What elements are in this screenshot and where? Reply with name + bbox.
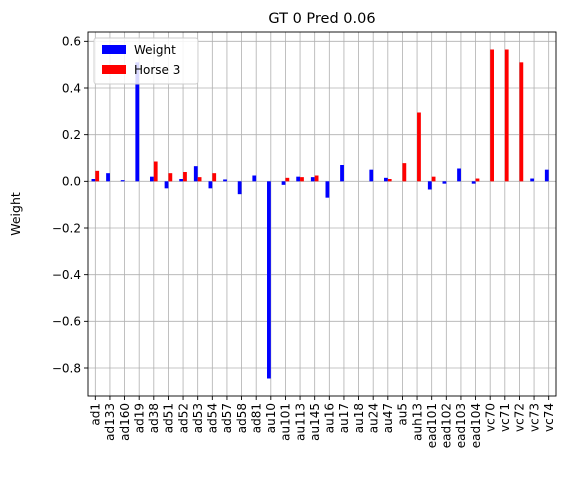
x-tick-label-au47: au47	[381, 403, 395, 433]
axes	[87, 31, 557, 397]
x-tick-label-vc72: vc72	[513, 403, 527, 432]
bar-weight-ad51	[164, 181, 169, 189]
legend: Weight Horse 3	[93, 37, 199, 85]
bar-weight-vc73	[530, 178, 535, 182]
x-tick-label-au18: au18	[352, 403, 366, 433]
bar-weight-ead104	[471, 181, 476, 184]
bar-horse-ad51	[168, 173, 173, 182]
bar-weight-au10	[267, 181, 271, 379]
bar-weight-ead102	[442, 181, 447, 184]
bar-weight-au145	[310, 177, 315, 182]
x-tick-label-ead103: ead103	[454, 403, 468, 448]
x-tick-label-au101: au101	[279, 403, 293, 441]
bar-horse-vc70	[490, 49, 494, 182]
chart-title: GT 0 Pred 0.06	[268, 11, 375, 27]
y-axis-label: Weight	[8, 192, 23, 236]
x-tick-label-vc71: vc71	[498, 403, 512, 432]
x-tick-label-ead104: ead104	[469, 403, 483, 448]
bar-horse-vc71	[504, 49, 509, 182]
y-tick-label: −0.2	[52, 221, 81, 235]
bar-weight-ad160	[120, 180, 125, 182]
bar-horse-ead104	[475, 178, 480, 182]
legend-label-weight: Weight	[134, 43, 176, 57]
plot-frame	[87, 31, 557, 397]
x-tick-label-vc73: vc73	[527, 403, 541, 432]
bar-weight-ead103	[457, 168, 461, 182]
legend-label-horse: Horse 3	[134, 63, 180, 77]
bar-weight-ad53	[193, 166, 198, 182]
bar-weight-ead101	[427, 181, 432, 190]
bar-horse-au113	[300, 177, 304, 182]
x-tick-label-ad52: ad52	[176, 403, 190, 433]
bar-weight-au113	[296, 176, 301, 182]
x-tick-label-au10: au10	[264, 403, 278, 433]
x-tick-label-vc70: vc70	[483, 403, 497, 432]
bar-weight-au24	[369, 169, 374, 182]
x-tick-label-ead101: ead101	[425, 403, 439, 448]
bar-weight-au17	[340, 165, 344, 182]
x-tick-label-vc74: vc74	[542, 403, 556, 432]
x-tick-label-ad19: ad19	[132, 403, 146, 433]
legend-swatch-weight	[102, 45, 126, 54]
x-tick-label-au17: au17	[337, 403, 351, 433]
bar-weight-ad133	[106, 173, 110, 182]
x-tick-label-au5: au5	[396, 403, 410, 426]
x-tick-label-ad54: ad54	[206, 403, 220, 433]
bars	[91, 49, 549, 379]
legend-swatch-horse	[102, 65, 126, 74]
x-tick-label-auh13: auh13	[410, 403, 424, 441]
x-tick-label-ad51: ad51	[162, 403, 176, 433]
x-tick-label-ad38: ad38	[147, 403, 161, 433]
bar-horse-au47	[387, 179, 392, 182]
x-tick-label-ead102: ead102	[440, 403, 454, 448]
bar-weight-au16	[325, 181, 330, 198]
x-tick-label-ad133: ad133	[103, 403, 117, 441]
y-tick-label: 0.6	[62, 35, 81, 49]
x-ticks: ad1 ad133 ad160 ad19 ad38 ad51 ad52 ad53 ad54 ad5…	[89, 396, 556, 448]
bar-weight-au47	[384, 177, 388, 182]
x-tick-label-au113: au113	[293, 403, 307, 441]
bar-horse-ad38	[153, 161, 158, 182]
y-tick-label: −0.4	[52, 268, 81, 282]
x-tick-label-au24: au24	[366, 403, 380, 433]
bar-weight-ad81	[252, 175, 257, 182]
y-tick-label: −0.6	[52, 315, 81, 329]
x-tick-label-ad81: ad81	[249, 403, 263, 433]
bar-horse-au5	[402, 163, 407, 182]
y-tick-label: 0.2	[62, 128, 81, 142]
bar-weight-vc74	[544, 169, 549, 182]
bar-horse-ad52	[183, 172, 187, 182]
bar-weight-ad1	[91, 179, 96, 182]
bar-horse-ad53	[197, 177, 202, 182]
bar-horse-ead101	[431, 176, 436, 182]
x-tick-label-ad160: ad160	[118, 403, 132, 441]
bar-horse-au145	[314, 175, 319, 182]
bar-horse-ad54	[212, 173, 217, 182]
y-tick-label: 0.4	[62, 81, 81, 95]
x-tick-label-ad57: ad57	[220, 403, 234, 433]
bar-horse-au101	[285, 177, 290, 182]
bar-weight-ad52	[179, 179, 184, 182]
y-tick-label: −0.8	[52, 361, 81, 375]
bar-weight-ad38	[150, 176, 154, 182]
bar-weight-au101	[281, 181, 286, 185]
bar-horse-auh13	[417, 112, 421, 182]
bar-weight-ad19	[135, 62, 140, 182]
x-tick-label-ad53: ad53	[191, 403, 205, 433]
y-tick-label: 0.0	[62, 175, 81, 189]
x-tick-label-au16: au16	[323, 403, 337, 433]
bar-horse-vc72	[519, 62, 524, 182]
bar-weight-ad54	[208, 181, 213, 189]
x-tick-label-au145: au145	[308, 403, 322, 441]
y-ticks: 0.6 0.4 0.2 0.0 −0.2 −0.4 −0.6 −0.8	[52, 35, 88, 375]
bar-weight-ad57	[223, 179, 227, 182]
x-tick-label-ad58: ad58	[235, 403, 249, 433]
x-tick-label-ad1: ad1	[89, 403, 103, 426]
bar-weight-ad58	[237, 181, 242, 195]
bar-horse-ad1	[95, 170, 100, 182]
